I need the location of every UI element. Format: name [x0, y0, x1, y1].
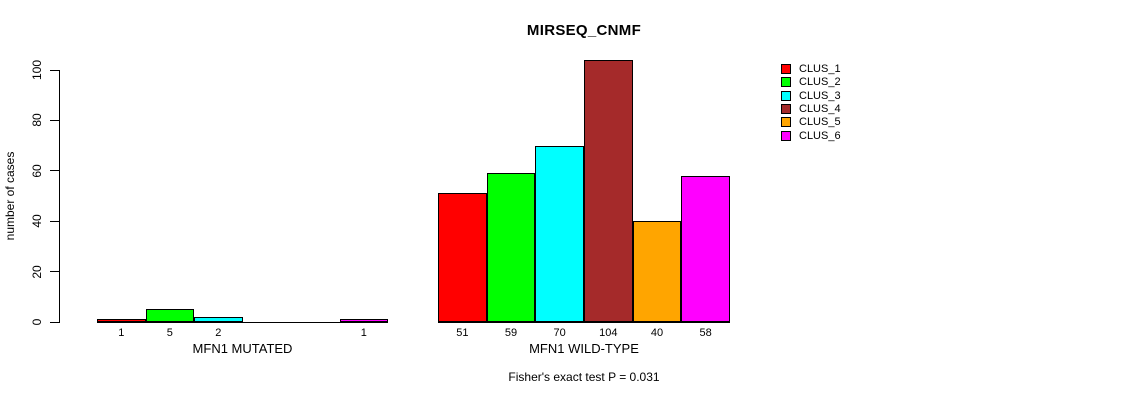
y-tick-mark — [50, 271, 60, 273]
group-label: MFN1 MUTATED — [192, 341, 293, 356]
legend-swatch-clus_5 — [781, 117, 791, 128]
legend-swatch-clus_1 — [781, 64, 791, 74]
bar-clus_6 — [339, 319, 388, 322]
legend-label-clus_5: CLUS_5 — [799, 116, 841, 129]
y-tick-mark — [50, 220, 60, 222]
y-tick-label: 60 — [30, 164, 44, 178]
y-tick-label: 20 — [30, 264, 44, 279]
bar-value-label: 104 — [599, 327, 618, 339]
fisher-test-footnote: Fisher's exact test P = 0.031 — [508, 370, 660, 384]
y-tick-mark — [50, 170, 60, 172]
x-axis-baseline — [438, 322, 731, 323]
y-axis-line — [59, 70, 60, 323]
bar-clus_1 — [438, 193, 487, 322]
y-axis-label: number of cases — [3, 151, 17, 241]
bar-clus_3 — [194, 316, 243, 322]
y-tick-label: 40 — [30, 214, 44, 228]
legend-label-clus_2: CLUS_2 — [799, 76, 841, 89]
y-tick-mark — [50, 321, 60, 323]
legend-swatch-clus_4 — [781, 103, 791, 114]
bar-value-label: 70 — [553, 327, 566, 339]
x-axis-baseline — [97, 322, 388, 323]
legend-label-clus_3: CLUS_3 — [799, 89, 841, 102]
bar-clus_2 — [145, 309, 194, 322]
bar-value-label: 59 — [504, 327, 518, 339]
y-tick-mark — [50, 69, 60, 71]
legend-label-clus_4: CLUS_4 — [799, 102, 841, 115]
bar-value-label: 1 — [118, 327, 125, 339]
bar-value-label: 5 — [166, 327, 173, 339]
group-label: MFN1 WILD-TYPE — [529, 341, 639, 356]
y-tick-label: 0 — [30, 318, 44, 326]
legend-label-clus_6: CLUS_6 — [799, 129, 841, 142]
bar-value-label: 2 — [215, 327, 222, 339]
bar-value-label: 58 — [699, 327, 712, 339]
legend-swatch-clus_2 — [781, 77, 791, 88]
legend-swatch-clus_3 — [781, 90, 791, 101]
chart-title: MIRSEQ_CNMF — [526, 22, 642, 39]
legend-label-clus_1: CLUS_1 — [799, 63, 841, 75]
bar-clus_3 — [535, 145, 584, 322]
bar-clus_1 — [97, 319, 146, 322]
bar-value-label: 51 — [456, 327, 469, 339]
bar-clus_2 — [486, 173, 536, 322]
bar-value-label: 40 — [650, 327, 664, 339]
legend-swatch-clus_6 — [781, 130, 791, 141]
bar-clus_4 — [584, 59, 633, 322]
bar-value-label: 1 — [360, 327, 367, 339]
y-tick-mark — [50, 119, 60, 121]
y-tick-label: 80 — [30, 113, 44, 128]
bar-clus_6 — [681, 175, 730, 322]
y-tick-label: 100 — [30, 59, 44, 81]
bar-clus_5 — [632, 221, 682, 322]
